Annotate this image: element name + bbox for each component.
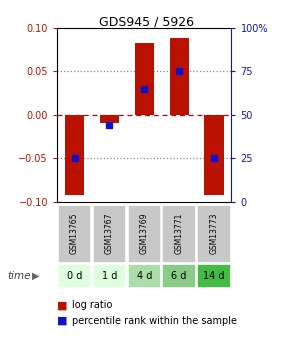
Text: GSM13771: GSM13771: [175, 213, 184, 254]
Text: ▶: ▶: [32, 271, 40, 281]
Text: ■: ■: [57, 316, 68, 326]
Text: 14 d: 14 d: [203, 271, 225, 280]
Text: 6 d: 6 d: [171, 271, 187, 280]
Text: GSM13765: GSM13765: [70, 213, 79, 255]
Text: 0 d: 0 d: [67, 271, 82, 280]
Bar: [93, 264, 126, 288]
Text: GSM13769: GSM13769: [140, 213, 149, 255]
Text: GSM13767: GSM13767: [105, 213, 114, 255]
Bar: [197, 205, 231, 263]
Bar: [135, 43, 154, 115]
Bar: [58, 264, 91, 288]
Text: GSM13773: GSM13773: [209, 213, 219, 255]
Bar: [162, 264, 196, 288]
Bar: [127, 205, 161, 263]
Bar: [100, 115, 119, 124]
Text: time: time: [7, 271, 31, 281]
Bar: [127, 264, 161, 288]
Bar: [197, 264, 231, 288]
Text: ■: ■: [57, 300, 68, 310]
Bar: [162, 205, 196, 263]
Bar: [170, 38, 189, 115]
Bar: [65, 115, 84, 195]
Text: GDS945 / 5926: GDS945 / 5926: [99, 16, 194, 29]
Bar: [58, 205, 91, 263]
Text: 1 d: 1 d: [102, 271, 117, 280]
Bar: [93, 205, 126, 263]
Text: log ratio: log ratio: [72, 300, 112, 310]
Text: percentile rank within the sample: percentile rank within the sample: [72, 316, 237, 326]
Bar: [205, 115, 224, 195]
Text: 4 d: 4 d: [137, 271, 152, 280]
